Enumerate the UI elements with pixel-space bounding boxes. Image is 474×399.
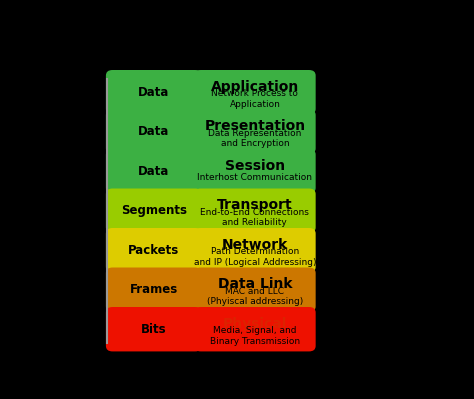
FancyBboxPatch shape (106, 307, 202, 352)
FancyBboxPatch shape (194, 149, 316, 194)
Text: Transport: Transport (217, 198, 292, 212)
Text: Data: Data (138, 165, 170, 178)
FancyBboxPatch shape (106, 149, 202, 194)
FancyBboxPatch shape (194, 109, 316, 154)
Text: Application: Application (211, 79, 299, 93)
Text: Bits: Bits (141, 323, 167, 336)
FancyBboxPatch shape (194, 307, 316, 352)
Text: Segments: Segments (121, 204, 187, 217)
Text: Data: Data (138, 86, 170, 99)
FancyBboxPatch shape (194, 267, 316, 312)
FancyBboxPatch shape (194, 70, 316, 115)
Text: Presentation: Presentation (204, 119, 305, 133)
FancyBboxPatch shape (194, 188, 316, 233)
Text: Media, Signal, and
Binary Transmission: Media, Signal, and Binary Transmission (210, 326, 300, 346)
FancyBboxPatch shape (106, 109, 202, 154)
Text: Path Determination
and IP (Logical Addressing): Path Determination and IP (Logical Addre… (193, 247, 316, 267)
FancyBboxPatch shape (106, 70, 202, 115)
FancyBboxPatch shape (106, 228, 202, 273)
Text: MAC and LLC
(Phyiscal addressing): MAC and LLC (Phyiscal addressing) (207, 287, 303, 306)
FancyBboxPatch shape (106, 188, 202, 233)
Text: Data Representation
and Encryption: Data Representation and Encryption (208, 129, 301, 148)
Text: End-to-End Connections
and Reliability: End-to-End Connections and Reliability (201, 208, 310, 227)
Text: Data: Data (138, 125, 170, 138)
Text: Frames: Frames (130, 283, 178, 296)
Text: Packets: Packets (128, 244, 180, 257)
Text: Interhost Communication: Interhost Communication (197, 174, 312, 182)
Text: Network Process to
Application: Network Process to Application (211, 89, 298, 109)
FancyBboxPatch shape (194, 228, 316, 273)
Text: Data Link: Data Link (218, 277, 292, 291)
Text: Network: Network (222, 237, 288, 251)
Text: Physical: Physical (223, 316, 287, 330)
Text: Session: Session (225, 158, 285, 172)
FancyBboxPatch shape (106, 267, 202, 312)
